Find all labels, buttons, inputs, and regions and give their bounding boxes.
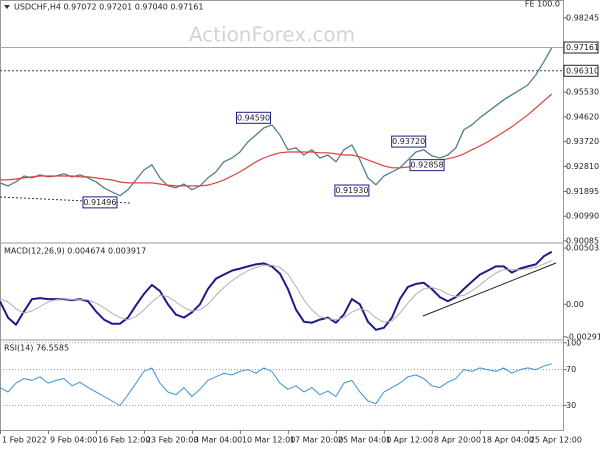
series-line <box>0 363 552 406</box>
annotation-box <box>82 196 118 209</box>
annotation-box <box>391 135 427 148</box>
x-tick-label: 10 Mar 12:00 <box>242 436 295 445</box>
x-tick-label: 23 Feb 20:00 <box>146 436 198 445</box>
y-tick-label: 0.91895 <box>566 187 599 196</box>
y-tick-label: 0.93720 <box>566 137 599 146</box>
y-tick-label: 0.90990 <box>566 212 599 221</box>
x-tick-label: 16 Feb 12:00 <box>98 436 150 445</box>
price-level-box <box>563 41 599 54</box>
series-line <box>0 260 552 323</box>
y-tick-label: 30 <box>566 401 576 410</box>
y-tick-label: 100 <box>566 338 581 347</box>
symbol-arrow <box>4 5 10 9</box>
y-tick-label: 70 <box>566 365 576 374</box>
x-tick-label: 17 Mar 20:00 <box>290 436 343 445</box>
annotation-label: 0.91930 <box>335 186 368 195</box>
y-tick-label: 0.94620 <box>566 112 599 121</box>
series-line <box>0 250 553 331</box>
annotation-box <box>409 159 445 172</box>
series-line <box>0 93 553 187</box>
y-tick-label: 0.005035 <box>566 244 600 253</box>
annotation-box <box>334 184 370 197</box>
plot-border <box>0 0 564 431</box>
x-tick-label: 25 Mar 04:00 <box>338 436 391 445</box>
x-tick-label: 3 Mar 04:00 <box>194 436 242 445</box>
y-tick-label: -0.002912 <box>566 332 600 341</box>
x-tick-label: 8 Apr 20:00 <box>434 436 481 445</box>
x-tick-label: 1 Feb 2022 <box>2 436 47 445</box>
x-tick-label: 25 Apr 12:00 <box>530 436 582 445</box>
annotation-box <box>236 111 272 124</box>
x-tick-label: 9 Feb 04:00 <box>50 436 97 445</box>
y-tick-label: 0.92810 <box>566 162 599 171</box>
x-tick-label: 18 Apr 04:00 <box>482 436 534 445</box>
annotation-label: 0.92858 <box>411 161 444 170</box>
y-tick-label: 0.95530 <box>566 88 599 97</box>
rsi-title: RSI(14) 76.5585 <box>4 344 69 353</box>
y-tick-label: 0.00 <box>566 300 584 309</box>
macd-trendline <box>422 262 557 317</box>
series-line <box>0 47 553 197</box>
price-level-label: 0.97161 <box>566 43 599 52</box>
annotation-label: 0.93720 <box>392 137 425 146</box>
y-tick-label: 0.90085 <box>566 236 599 245</box>
price-level-label: 0.96310 <box>566 66 599 75</box>
annotation-label: 0.91496 <box>83 198 116 207</box>
price-level-box <box>563 64 599 77</box>
corner-label: FE 100.0 <box>525 0 560 9</box>
annotation-label: 0.94590 <box>237 113 270 122</box>
x-tick-label: 1 Apr 12:00 <box>386 436 433 445</box>
macd-title: MACD(12,26,9) 0.004674 0.003917 <box>4 247 146 256</box>
chart-title: USDCHF,H4 0.97072 0.97201 0.97040 0.9716… <box>14 3 203 12</box>
watermark: ActionForex.com <box>189 23 355 47</box>
y-tick-label: 0.98245 <box>566 13 599 22</box>
